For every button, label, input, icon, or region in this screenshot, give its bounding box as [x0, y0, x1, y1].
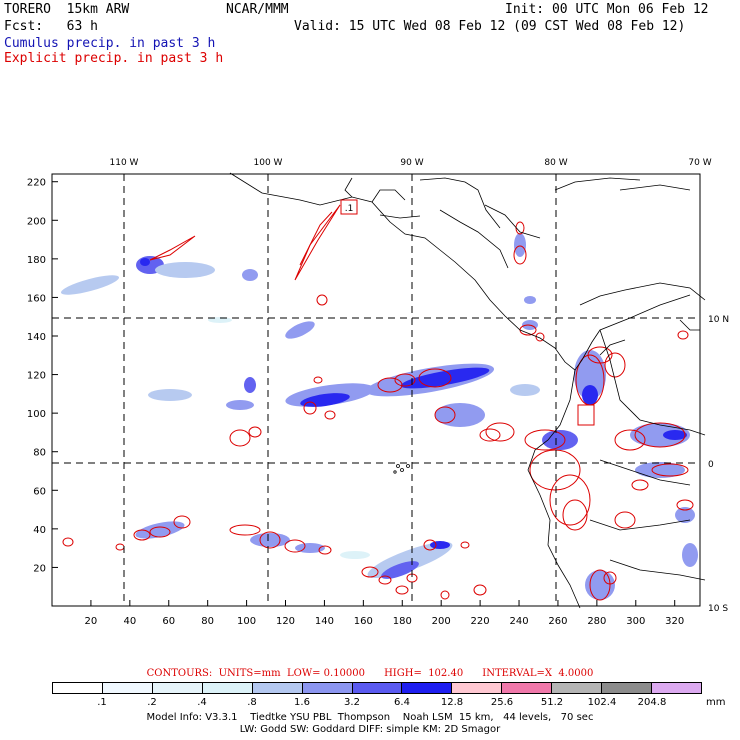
x-tick-label: 120 [276, 616, 295, 627]
lat-label: 10 N [708, 315, 729, 325]
y-tick-label: 80 [33, 448, 46, 459]
y-tick-label: 20 [33, 563, 46, 574]
y-tick-label: 200 [27, 216, 46, 227]
colorbar-swatch [102, 683, 153, 693]
y-axis-ticks: 20 40 60 80 100 120 140 160 180 200 220 [27, 178, 58, 574]
forecast-hour: Fcst: 63 h [4, 19, 98, 34]
y-tick-label: 100 [27, 409, 46, 420]
lon-label: 80 W [544, 158, 567, 168]
colorbar-swatch [402, 683, 453, 693]
x-tick-label: 20 [85, 616, 98, 627]
x-axis-ticks: 20 40 60 80 100 120 140 160 180 200 220 240 260 280 30… [85, 600, 684, 627]
colorbar-label: .1 [97, 697, 107, 708]
colorbar-label: 102.4 [587, 697, 617, 708]
colorbar-label: .8 [247, 697, 257, 708]
colorbar-swatch [352, 683, 403, 693]
model-info-line1: Model Info: V3.3.1 Tiedtke YSU PBL Thomp… [146, 712, 594, 723]
lat-label: 10 S [708, 604, 728, 614]
init-time: Init: 00 UTC Mon 06 Feb 12 [505, 2, 709, 17]
contour-label-text: .1 [345, 204, 354, 214]
explicit-title: Explicit precip. in past 3 h [4, 51, 224, 66]
latlon-grid [52, 174, 700, 606]
y-tick-label: 180 [27, 255, 46, 266]
y-tick-label: 40 [33, 525, 46, 536]
explicit-precip-contours [62, 204, 694, 601]
colorbar-swatch [302, 683, 353, 693]
y-tick-label: 140 [27, 332, 46, 343]
colorbar-swatch [152, 683, 203, 693]
lat-label: 0 [708, 460, 714, 470]
colorbar [52, 682, 702, 694]
colorbar-units: mm [706, 697, 726, 708]
contour-label-box [340, 199, 358, 215]
y-tick-label: 160 [27, 293, 46, 304]
lon-label: 110 W [110, 158, 139, 168]
cumulus-title: Cumulus precip. in past 3 h [4, 36, 216, 51]
model-info-line2: LW: Godd SW: Goddard DIFF: simple KM: 2D… [239, 724, 501, 735]
x-tick-label: 320 [665, 616, 684, 627]
colorbar-swatch [53, 683, 103, 693]
x-tick-label: 100 [237, 616, 256, 627]
colorbar-label: 1.6 [294, 697, 310, 708]
x-tick-label: 140 [315, 616, 334, 627]
colorbar-label: 204.8 [637, 697, 667, 708]
x-tick-label: 40 [123, 616, 136, 627]
valid-time: Valid: 15 UTC Wed 08 Feb 12 (09 CST Wed … [294, 19, 686, 34]
colorbar-label: 12.8 [440, 697, 464, 708]
model-name: TORERO 15km ARW [4, 2, 130, 17]
colorbar-label: 51.2 [540, 697, 564, 708]
x-tick-label: 200 [432, 616, 451, 627]
lon-label: 100 W [254, 158, 283, 168]
y-tick-label: 60 [33, 486, 46, 497]
y-tick-label: 220 [27, 178, 46, 189]
colorbar-swatch [202, 683, 253, 693]
x-tick-label: 220 [471, 616, 490, 627]
x-tick-label: 300 [626, 616, 645, 627]
colorbar-swatch [602, 683, 653, 693]
x-tick-label: 160 [354, 616, 373, 627]
colorbar-label: 25.6 [490, 697, 514, 708]
colorbar-swatch [252, 683, 303, 693]
x-tick-label: 260 [548, 616, 567, 627]
x-tick-label: 80 [201, 616, 214, 627]
colorbar-label: .2 [147, 697, 157, 708]
colorbar-swatch [652, 683, 701, 693]
cumulus-precip-areas [60, 233, 698, 600]
x-tick-label: 240 [509, 616, 528, 627]
colorbar-swatch [552, 683, 603, 693]
map-frame [51, 173, 701, 607]
colorbar-swatch [502, 683, 553, 693]
colorbar-label: 6.4 [394, 697, 410, 708]
lon-label: 90 W [400, 158, 423, 168]
x-tick-label: 280 [587, 616, 606, 627]
contour-info: CONTOURS: UNITS=mm LOW= 0.10000 HIGH= 10… [146, 668, 594, 679]
coastlines [229, 172, 706, 609]
colorbar-swatch [452, 683, 503, 693]
colorbar-label: 3.2 [344, 697, 360, 708]
lon-label: 70 W [688, 158, 711, 168]
x-tick-label: 180 [393, 616, 412, 627]
x-tick-label: 60 [162, 616, 175, 627]
colorbar-label: .4 [197, 697, 207, 708]
organization: NCAR/MMM [226, 2, 289, 17]
y-tick-label: 120 [27, 371, 46, 382]
